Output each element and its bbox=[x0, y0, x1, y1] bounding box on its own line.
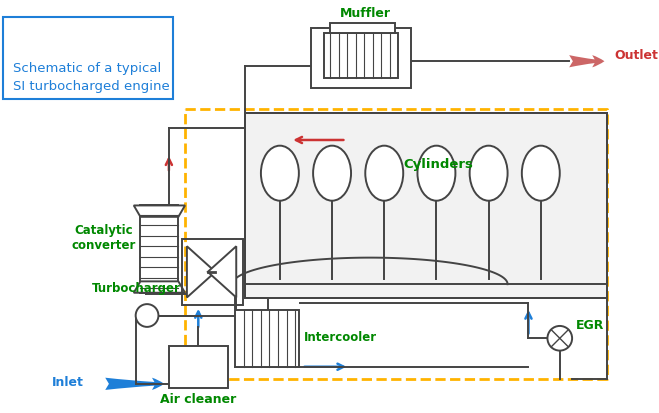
Bar bbox=[311, 29, 411, 88]
Bar bbox=[330, 24, 395, 34]
Text: Outlet: Outlet bbox=[615, 49, 659, 62]
Polygon shape bbox=[187, 247, 215, 298]
Ellipse shape bbox=[313, 146, 351, 201]
Ellipse shape bbox=[417, 146, 455, 201]
Bar bbox=[235, 310, 299, 367]
Bar bbox=[169, 346, 228, 388]
FancyBboxPatch shape bbox=[3, 18, 173, 100]
Text: EGR: EGR bbox=[576, 318, 604, 331]
Text: Schematic of a typical
SI turbocharged engine: Schematic of a typical SI turbocharged e… bbox=[13, 62, 170, 93]
Text: Air cleaner: Air cleaner bbox=[160, 392, 237, 405]
Ellipse shape bbox=[522, 146, 559, 201]
Circle shape bbox=[548, 326, 572, 351]
Bar bbox=[324, 34, 399, 79]
Text: Inlet: Inlet bbox=[52, 375, 84, 389]
Ellipse shape bbox=[261, 146, 299, 201]
Ellipse shape bbox=[470, 146, 507, 201]
Polygon shape bbox=[208, 247, 236, 298]
Text: Muffler: Muffler bbox=[340, 7, 391, 20]
Text: Cylinders: Cylinders bbox=[403, 158, 473, 171]
Ellipse shape bbox=[365, 146, 403, 201]
Text: Catalytic
converter: Catalytic converter bbox=[71, 223, 136, 251]
Bar bbox=[140, 206, 179, 293]
Text: Intercooler: Intercooler bbox=[304, 330, 377, 343]
Polygon shape bbox=[134, 282, 185, 293]
Bar bbox=[182, 239, 243, 305]
Polygon shape bbox=[134, 206, 185, 217]
Bar bbox=[244, 114, 607, 299]
Text: Turbocharger: Turbocharger bbox=[92, 281, 181, 294]
Circle shape bbox=[136, 304, 158, 327]
